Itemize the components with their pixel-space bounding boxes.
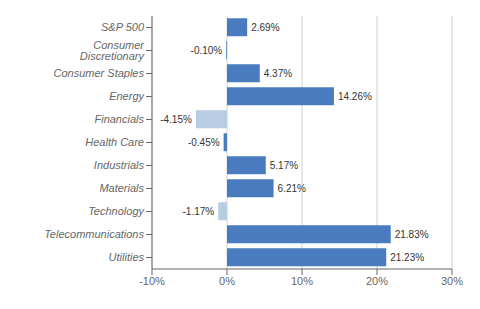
svg-text:5.17%: 5.17% bbox=[270, 160, 298, 171]
svg-text:20%: 20% bbox=[366, 275, 388, 287]
svg-text:Health Care: Health Care bbox=[85, 136, 144, 148]
svg-text:Materials: Materials bbox=[99, 182, 144, 194]
svg-text:4.37%: 4.37% bbox=[264, 68, 292, 79]
svg-text:Energy: Energy bbox=[109, 90, 145, 102]
svg-text:-0.10%: -0.10% bbox=[191, 45, 223, 56]
svg-text:Industrials: Industrials bbox=[94, 159, 145, 171]
svg-text:10%: 10% bbox=[291, 275, 313, 287]
svg-text:0%: 0% bbox=[219, 275, 235, 287]
svg-text:-4.15%: -4.15% bbox=[160, 114, 192, 125]
svg-text:Financials: Financials bbox=[94, 113, 144, 125]
svg-text:14.26%: 14.26% bbox=[338, 91, 372, 102]
svg-text:21.83%: 21.83% bbox=[395, 229, 429, 240]
svg-text:-10%: -10% bbox=[139, 275, 165, 287]
svg-text:-0.45%: -0.45% bbox=[188, 137, 220, 148]
svg-text:2.69%: 2.69% bbox=[251, 22, 279, 33]
svg-text:S&P 500: S&P 500 bbox=[101, 21, 145, 33]
svg-text:-1.17%: -1.17% bbox=[183, 206, 215, 217]
svg-text:ConsumerDiscretionary: ConsumerDiscretionary bbox=[80, 39, 146, 62]
svg-text:Technology: Technology bbox=[88, 205, 145, 217]
svg-text:30%: 30% bbox=[441, 275, 463, 287]
svg-text:21.23%: 21.23% bbox=[390, 252, 424, 263]
svg-text:Consumer Staples: Consumer Staples bbox=[54, 67, 145, 79]
svg-text:Telecommunications: Telecommunications bbox=[44, 228, 144, 240]
svg-text:Utilities: Utilities bbox=[109, 251, 145, 263]
svg-text:6.21%: 6.21% bbox=[278, 183, 306, 194]
